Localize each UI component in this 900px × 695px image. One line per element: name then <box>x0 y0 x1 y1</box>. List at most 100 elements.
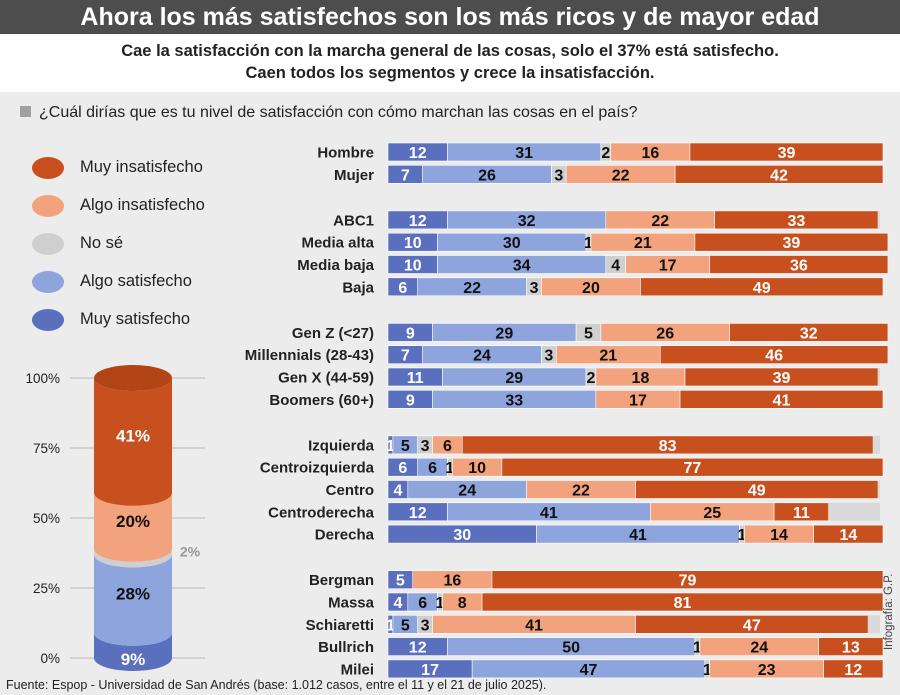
legend-label: Algo insatisfecho <box>80 196 205 214</box>
cylinder-value-label: 41% <box>116 426 150 445</box>
y-tick-label: 100% <box>25 371 60 386</box>
bar-value-label: 1 <box>584 235 593 252</box>
row-label: Bullrich <box>318 639 374 656</box>
bar-value-label: 41 <box>540 505 558 522</box>
bar-value-label: 36 <box>790 258 808 275</box>
row-label: Gen Z (<27) <box>292 325 374 342</box>
bar-value-label: 5 <box>401 617 410 634</box>
bar-value-label: 46 <box>765 348 783 365</box>
row-label: Media baja <box>297 257 374 274</box>
y-tick-label: 0% <box>40 651 60 666</box>
bar-value-label: 12 <box>844 662 862 679</box>
bar-value-label: 23 <box>758 662 776 679</box>
row-label: Massa <box>328 595 375 612</box>
bar-value-label: 2 <box>586 370 595 387</box>
row-label: Centro <box>326 482 374 499</box>
bar-remainder <box>868 615 880 634</box>
row-label: Boomers (60+) <box>269 392 374 409</box>
bar-segment <box>481 592 884 612</box>
bar-value-label: 83 <box>659 438 677 455</box>
bar-value-label: 6 <box>443 438 452 455</box>
bar-segment <box>501 457 884 477</box>
bar-value-label: 1 <box>445 460 454 477</box>
bar-segment <box>491 570 884 590</box>
page-title: Ahora los más satisfechos son los más ri… <box>0 0 900 34</box>
bar-value-label: 42 <box>770 167 788 184</box>
bar-segment <box>674 165 884 184</box>
bar-segment <box>818 637 884 656</box>
subtitle-line-2: Caen todos los segmentos y crece la insa… <box>245 64 655 82</box>
bar-value-label: 34 <box>513 258 531 275</box>
bar-value-label: 12 <box>409 505 427 522</box>
bar-value-label: 39 <box>778 145 796 162</box>
bar-segment <box>729 323 889 342</box>
bar-segment <box>694 232 889 252</box>
bar-value-label: 26 <box>478 167 496 184</box>
bar-value-label: 1 <box>386 617 395 634</box>
bar-value-label: 24 <box>750 640 768 657</box>
bar-value-label: 1 <box>737 527 746 544</box>
bar-value-label: 6 <box>398 280 407 297</box>
bar-value-label: 47 <box>743 617 761 634</box>
bar-segment <box>813 524 884 544</box>
bar-value-label: 50 <box>562 640 580 657</box>
bar-value-label: 22 <box>612 167 630 184</box>
bar-value-label: 26 <box>656 325 674 342</box>
bar-value-label: 24 <box>458 483 476 500</box>
bar-value-label: 1 <box>386 438 395 455</box>
bar-value-label: 30 <box>453 527 471 544</box>
bar-value-label: 6 <box>418 595 427 612</box>
bar-value-label: 22 <box>572 483 590 500</box>
row-label: Izquierda <box>308 437 375 454</box>
bar-value-label: 21 <box>599 348 617 365</box>
bar-value-label: 11 <box>407 370 424 387</box>
bar-value-label: 79 <box>679 573 697 590</box>
row-label: Media alta <box>301 235 374 252</box>
legend-swatch <box>32 195 64 217</box>
subtitle-line-1: Cae la satisfacción con la marcha genera… <box>121 42 779 60</box>
cylinder-segment <box>94 492 172 562</box>
cylinder-value-label: 2% <box>180 544 201 560</box>
cylinder-value-label: 9% <box>121 650 146 669</box>
bar-value-label: 7 <box>401 348 410 365</box>
bar-value-label: 6 <box>398 460 407 477</box>
bar-value-label: 31 <box>515 145 533 162</box>
legend-label: Algo satisfecho <box>80 272 192 290</box>
bar-value-label: 22 <box>651 213 669 230</box>
bar-value-label: 10 <box>468 460 486 477</box>
bar-value-label: 47 <box>580 662 598 679</box>
bar-value-label: 81 <box>674 595 692 612</box>
bar-value-label: 32 <box>800 325 818 342</box>
credit: Infografía: G.P. <box>883 573 895 650</box>
cylinder-segment <box>94 378 172 506</box>
bar-value-label: 12 <box>409 145 427 162</box>
cylinder-value-label: 20% <box>116 512 150 531</box>
bar-value-label: 10 <box>404 258 422 275</box>
bar-value-label: 14 <box>839 527 857 544</box>
bar-value-label: 22 <box>463 280 481 297</box>
bar-value-label: 3 <box>421 617 430 634</box>
bar-value-label: 17 <box>421 662 439 679</box>
y-tick-label: 25% <box>33 581 60 596</box>
bar-segment <box>709 255 889 274</box>
row-label: Millennials (28-43) <box>245 347 374 364</box>
bar-value-label: 24 <box>473 348 491 365</box>
question-text: ¿Cuál dirías que es tu nivel de satisfac… <box>39 104 638 121</box>
question: ¿Cuál dirías que es tu nivel de satisfac… <box>20 104 638 122</box>
bar-remainder <box>873 435 880 454</box>
bar-value-label: 14 <box>770 527 788 544</box>
bar-value-label: 39 <box>783 235 801 252</box>
bar-remainder <box>878 480 880 499</box>
bar-value-label: 5 <box>584 325 593 342</box>
legend-label: Muy satisfecho <box>80 310 191 328</box>
bar-value-label: 2 <box>601 145 610 162</box>
legend-label: No sé <box>80 234 124 252</box>
bar-value-label: 6 <box>428 460 437 477</box>
bar-remainder <box>828 502 880 521</box>
bar-value-label: 16 <box>443 573 461 590</box>
bar-segment <box>823 659 884 679</box>
bar-value-label: 29 <box>495 325 513 342</box>
bar-value-label: 17 <box>629 392 647 409</box>
bar-value-label: 20 <box>582 280 600 297</box>
